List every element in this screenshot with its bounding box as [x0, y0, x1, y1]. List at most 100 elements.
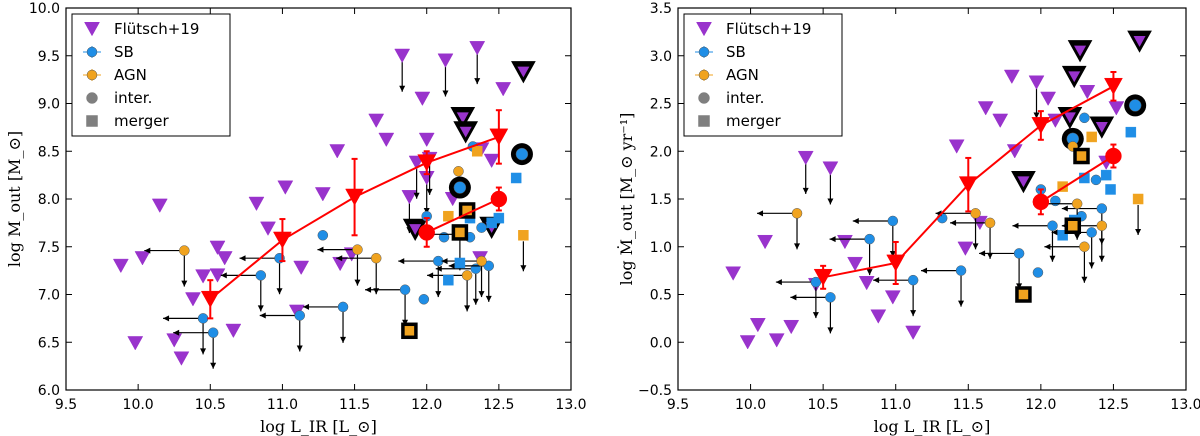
flutsch-point: [134, 251, 151, 266]
merger-point: [1105, 184, 1116, 195]
y-tick-label: 6.5: [38, 335, 60, 351]
sb-point: [887, 215, 899, 227]
flutsch-point: [329, 144, 346, 159]
x-tick-label: 12.5: [1098, 397, 1129, 413]
sb-point: [337, 301, 349, 313]
sb-point: [453, 181, 467, 194]
upper-limit-arrow-head: [464, 305, 471, 312]
x-tick-label: 9.5: [55, 397, 77, 413]
agn-point: [179, 245, 190, 256]
flutsch-point: [948, 139, 965, 154]
legend-label: merger: [114, 112, 169, 130]
median-circle-point: [1105, 147, 1122, 165]
lower-limit-arrow-head: [163, 315, 170, 322]
flutsch-point: [1006, 144, 1023, 159]
agn-point: [970, 208, 981, 219]
flutsch-point: [977, 101, 994, 116]
sb-point: [1032, 267, 1044, 278]
flutsch-point: [725, 266, 742, 281]
plot-area: [725, 30, 1152, 350]
sb-point: [1128, 99, 1142, 112]
merger-point: [1073, 147, 1090, 165]
flutsch-point: [1074, 45, 1087, 57]
panel-1: 9.5 10.0 10.5 11.0 11.5 12.0 12.5 13.0 6.0 6.5 7.0…: [5, 1, 587, 436]
lower-limit-arrow-head: [852, 217, 859, 224]
sb-point: [399, 284, 411, 295]
flutsch-point: [195, 269, 211, 284]
flutsch-point: [768, 333, 785, 348]
legend-circle-marker: [698, 69, 710, 81]
x-tick-label: 9.5: [667, 397, 689, 413]
flutsch-point: [185, 292, 201, 307]
flutsch-point: [905, 325, 922, 340]
flutsch-point: [783, 319, 800, 335]
legend-merger-marker: [86, 115, 98, 127]
merger-point: [443, 210, 454, 222]
y-tick-label: 0.5: [650, 288, 672, 304]
merger-point: [1064, 217, 1082, 234]
upper-limit-arrow-head: [802, 187, 809, 194]
lower-limit-arrow-head: [921, 267, 928, 274]
upper-limit-arrow-head: [972, 243, 979, 250]
y-tick-label: 3.5: [650, 1, 672, 17]
lower-limit-arrow-head: [1051, 229, 1058, 236]
x-tick-label: 11.5: [339, 397, 370, 413]
flutsch-point: [459, 126, 472, 138]
y-tick-label: 9.0: [38, 97, 60, 113]
sb-point: [418, 294, 430, 305]
upper-limit-arrow-head: [340, 336, 347, 343]
upper-limit-arrow-head: [210, 362, 217, 369]
flutsch-point: [517, 66, 530, 78]
median-triangle-point: [417, 154, 437, 172]
flutsch-point: [749, 318, 766, 333]
x-tick-label: 12.0: [411, 397, 442, 413]
sb-point: [907, 274, 919, 286]
median-triangle-point: [1104, 77, 1123, 95]
legend-label: inter.: [114, 89, 152, 107]
upper-limit-arrow-head: [794, 243, 801, 250]
lower-limit-arrow-head: [173, 329, 180, 336]
flutsch-point: [437, 53, 454, 68]
upper-limit-arrow-head: [472, 298, 479, 305]
y-tick-label: 8.0: [38, 192, 60, 208]
legend-circle-marker: [86, 46, 98, 58]
merger-point: [1057, 230, 1068, 241]
flutsch-point: [1133, 36, 1146, 47]
flutsch-point: [277, 180, 294, 195]
legend-inter-marker: [698, 92, 710, 104]
lower-limit-arrow-head: [259, 312, 266, 319]
flutsch-point: [797, 150, 814, 166]
median-triangle-point: [1031, 117, 1051, 135]
y-tick-label: −0.5: [638, 383, 672, 399]
x-tick-label: 11.0: [880, 397, 911, 413]
merger-point: [471, 146, 483, 157]
flutsch-point: [1040, 91, 1057, 106]
y-tick-label: 3.0: [650, 49, 672, 65]
upper-limit-arrow-head: [1033, 112, 1040, 119]
legend-merger-marker: [698, 115, 710, 127]
median-triangle-point: [489, 128, 509, 146]
flutsch-point: [957, 241, 974, 256]
agn-point: [1071, 198, 1083, 210]
sb-point: [317, 230, 329, 241]
sb-point: [1050, 195, 1061, 207]
sb-point: [207, 327, 219, 338]
agn-point: [453, 166, 464, 177]
upper-limit-arrow-head: [413, 192, 420, 199]
median-triangle-point: [958, 176, 978, 194]
flutsch-point: [1068, 71, 1081, 83]
sb-point: [825, 292, 836, 303]
legend-flutsch-marker: [696, 22, 712, 37]
flutsch-point: [314, 187, 331, 202]
upper-limit-arrow-head: [257, 305, 264, 312]
flutsch-point: [1028, 75, 1045, 90]
flutsch-point: [836, 234, 853, 250]
plot-frame: [677, 7, 1187, 391]
flutsch-point: [216, 251, 233, 266]
merger-point: [443, 274, 454, 286]
agn-point: [352, 244, 363, 255]
merger-point: [518, 230, 529, 241]
agn-point: [461, 270, 473, 281]
flutsch-point: [378, 132, 395, 148]
sb-point: [476, 222, 487, 233]
